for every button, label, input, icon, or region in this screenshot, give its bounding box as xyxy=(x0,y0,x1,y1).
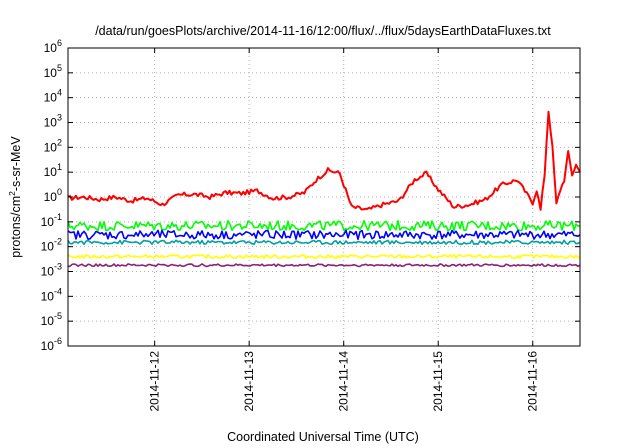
x-tick-labels: 2014-11-12 2014-11-13 2014-11-14 2014-11-15… xyxy=(148,351,540,412)
y-tick-exponent: 2 xyxy=(57,137,62,147)
y-tick-base: 10 xyxy=(41,314,55,328)
y-tick-base: 10 xyxy=(41,215,55,229)
y-tick-label: 10-1 xyxy=(41,212,62,229)
y-tick-base: 10 xyxy=(44,140,58,154)
y-tick-exponent: 3 xyxy=(57,113,62,123)
y-tick-label: 10-5 xyxy=(41,311,62,328)
y-tick-label: 100 xyxy=(44,187,62,204)
y-axis-title-exponent: 2 xyxy=(7,191,17,196)
y-tick-exponent: -1 xyxy=(54,212,62,222)
y-axis-title-unit: protons/cm xyxy=(9,196,23,258)
y-tick-exponent: -3 xyxy=(54,262,62,272)
y-tick-exponent: 1 xyxy=(57,162,62,172)
y-tick-exponent: -5 xyxy=(54,311,62,321)
y-tick-label: 10-6 xyxy=(41,336,62,353)
series-line xyxy=(67,229,581,241)
y-tick-label: 101 xyxy=(44,162,62,179)
y-tick-exponent: 5 xyxy=(57,63,62,73)
y-tick-exponent: 6 xyxy=(57,38,62,48)
y-tick-base: 10 xyxy=(41,265,55,279)
x-tick-label: 2014-11-12 xyxy=(148,351,162,412)
y-tick-label: 104 xyxy=(44,88,62,105)
series-layer xyxy=(67,110,581,268)
y-tick-label: 10-4 xyxy=(41,286,62,303)
y-tick-base: 10 xyxy=(44,41,58,55)
x-tick-label: 2014-11-14 xyxy=(337,351,351,412)
chart-title: /data/run/goesPlots/archive/2014-11-16/1… xyxy=(95,24,551,38)
grid xyxy=(68,48,580,346)
y-tick-base: 10 xyxy=(44,91,58,105)
y-axis-title: protons/cm2-s-sr-MeV xyxy=(7,136,23,258)
series-line xyxy=(68,263,581,268)
y-tick-base: 10 xyxy=(44,116,58,130)
y-tick-base: 10 xyxy=(41,240,55,254)
y-tick-labels: 10610510410310210110010-110-210-310-410-… xyxy=(41,38,62,353)
y-tick-base: 10 xyxy=(44,66,58,80)
y-tick-label: 103 xyxy=(44,113,62,130)
y-tick-exponent: -6 xyxy=(54,336,62,346)
y-tick-base: 10 xyxy=(41,289,55,303)
series-line xyxy=(67,219,581,232)
y-tick-base: 10 xyxy=(44,190,58,204)
y-tick-exponent: -2 xyxy=(54,237,62,247)
x-tick-label: 2014-11-16 xyxy=(526,351,540,412)
series-line xyxy=(67,110,581,211)
y-tick-label: 10-3 xyxy=(41,262,62,279)
y-tick-exponent: -4 xyxy=(54,286,62,296)
series-line xyxy=(67,254,581,260)
y-tick-exponent: 4 xyxy=(57,88,62,98)
y-axis-title-rest: -s-sr-MeV xyxy=(9,136,23,192)
x-tick-label: 2014-11-15 xyxy=(431,351,445,412)
y-tick-label: 10-2 xyxy=(41,237,62,254)
y-tick-base: 10 xyxy=(44,165,58,179)
x-tick-label: 2014-11-13 xyxy=(242,351,256,412)
y-tick-label: 105 xyxy=(44,63,62,80)
series-line xyxy=(67,239,581,246)
y-tick-exponent: 0 xyxy=(57,187,62,197)
ticks xyxy=(68,47,580,347)
x-axis-title: Coordinated Universal Time (UTC) xyxy=(227,430,419,444)
y-tick-label: 102 xyxy=(44,137,62,154)
y-tick-base: 10 xyxy=(41,339,55,353)
y-tick-label: 106 xyxy=(44,38,62,55)
